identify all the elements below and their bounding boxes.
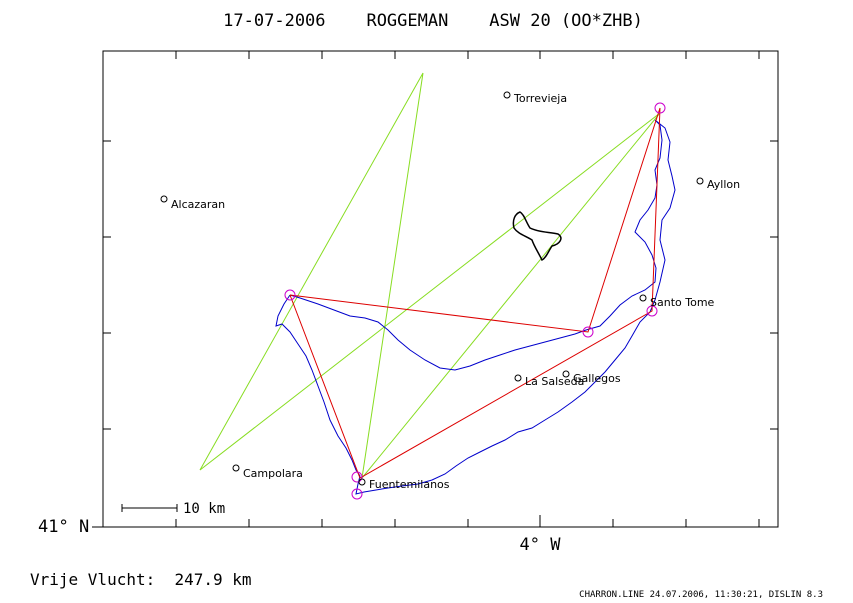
turnpoint-marker xyxy=(646,305,658,317)
place-marker xyxy=(503,91,511,99)
airspace-outline xyxy=(512,211,562,262)
turnpoint-marker xyxy=(351,471,363,483)
turnpoint-marker xyxy=(654,102,666,114)
place-label-campolara: Campolara xyxy=(243,467,303,480)
place-marker xyxy=(160,195,168,203)
place-marker xyxy=(358,478,366,486)
longitude-label: 4° W xyxy=(520,535,562,555)
place-label-santo-tome: Santo Tome xyxy=(650,296,715,309)
task-legs xyxy=(289,107,661,479)
turnpoint-marker xyxy=(351,488,363,500)
place-label-torrevieja: Torrevieja xyxy=(513,92,567,105)
turnpoint-marker xyxy=(582,326,594,338)
place-label-ayllon: Ayllon xyxy=(707,178,740,191)
credits-line: CHARRON.LINE 24.07.2006, 11:30:21, DISLI… xyxy=(579,590,823,600)
frame-ticks xyxy=(103,51,778,527)
place-marker xyxy=(514,374,522,382)
plot-frame xyxy=(102,50,779,528)
place-marker xyxy=(696,177,704,185)
place-marker xyxy=(639,294,647,302)
flight-distance: Vrije Vlucht: 247.9 km xyxy=(30,570,252,589)
map-title: 17-07-2006 ROGGEMAN ASW 20 (OO*ZHB) xyxy=(223,11,643,31)
place-marker xyxy=(562,370,570,378)
turnpoint-marker xyxy=(284,289,296,301)
flight-track xyxy=(275,119,676,495)
place-markers xyxy=(160,91,704,486)
latitude-label: 41° N xyxy=(38,517,89,537)
place-label-la-salseda: La Salseda xyxy=(525,375,584,388)
scale-bar-label: 10 km xyxy=(183,501,225,517)
place-label-alcazaran: Alcazaran xyxy=(171,198,225,211)
turnpoints xyxy=(284,102,666,500)
place-label-fuentemilanos: Fuentemilanos xyxy=(369,478,450,491)
scale-bar xyxy=(121,504,178,512)
place-label-gallegos: Gallegos xyxy=(573,372,621,385)
place-marker xyxy=(232,464,240,472)
sector-lines xyxy=(199,72,661,479)
